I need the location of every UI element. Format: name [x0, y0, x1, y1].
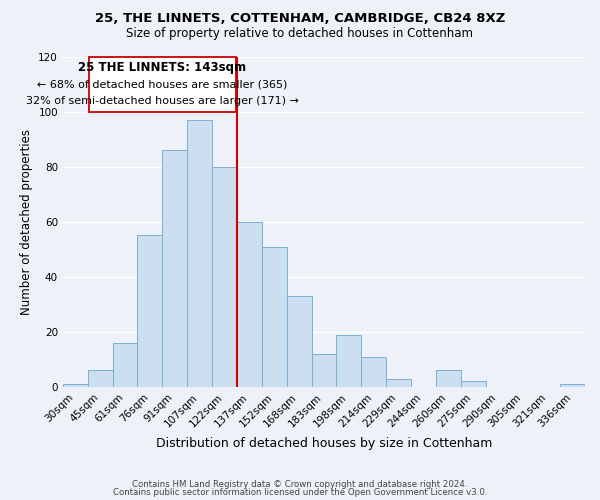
Bar: [88, 370, 113, 387]
Bar: [461, 382, 485, 387]
Bar: [63, 384, 88, 387]
Bar: [361, 356, 386, 387]
Bar: [113, 343, 137, 387]
Bar: [436, 370, 461, 387]
Text: ← 68% of detached houses are smaller (365): ← 68% of detached houses are smaller (36…: [37, 79, 287, 89]
Text: 25, THE LINNETS, COTTENHAM, CAMBRIDGE, CB24 8XZ: 25, THE LINNETS, COTTENHAM, CAMBRIDGE, C…: [95, 12, 505, 26]
Y-axis label: Number of detached properties: Number of detached properties: [20, 128, 32, 314]
Bar: [337, 334, 361, 387]
Bar: [311, 354, 337, 387]
Bar: [262, 246, 287, 387]
Bar: [212, 166, 237, 387]
Bar: [287, 296, 311, 387]
Bar: [137, 236, 163, 387]
Bar: [163, 150, 187, 387]
Bar: [386, 378, 411, 387]
FancyBboxPatch shape: [89, 56, 236, 112]
Bar: [560, 384, 585, 387]
Bar: [237, 222, 262, 387]
Text: Size of property relative to detached houses in Cottenham: Size of property relative to detached ho…: [127, 28, 473, 40]
Text: Contains public sector information licensed under the Open Government Licence v3: Contains public sector information licen…: [113, 488, 487, 497]
Text: Contains HM Land Registry data © Crown copyright and database right 2024.: Contains HM Land Registry data © Crown c…: [132, 480, 468, 489]
Text: 25 THE LINNETS: 143sqm: 25 THE LINNETS: 143sqm: [78, 61, 247, 74]
Bar: [187, 120, 212, 387]
Text: 32% of semi-detached houses are larger (171) →: 32% of semi-detached houses are larger (…: [26, 96, 299, 106]
X-axis label: Distribution of detached houses by size in Cottenham: Distribution of detached houses by size …: [156, 437, 492, 450]
